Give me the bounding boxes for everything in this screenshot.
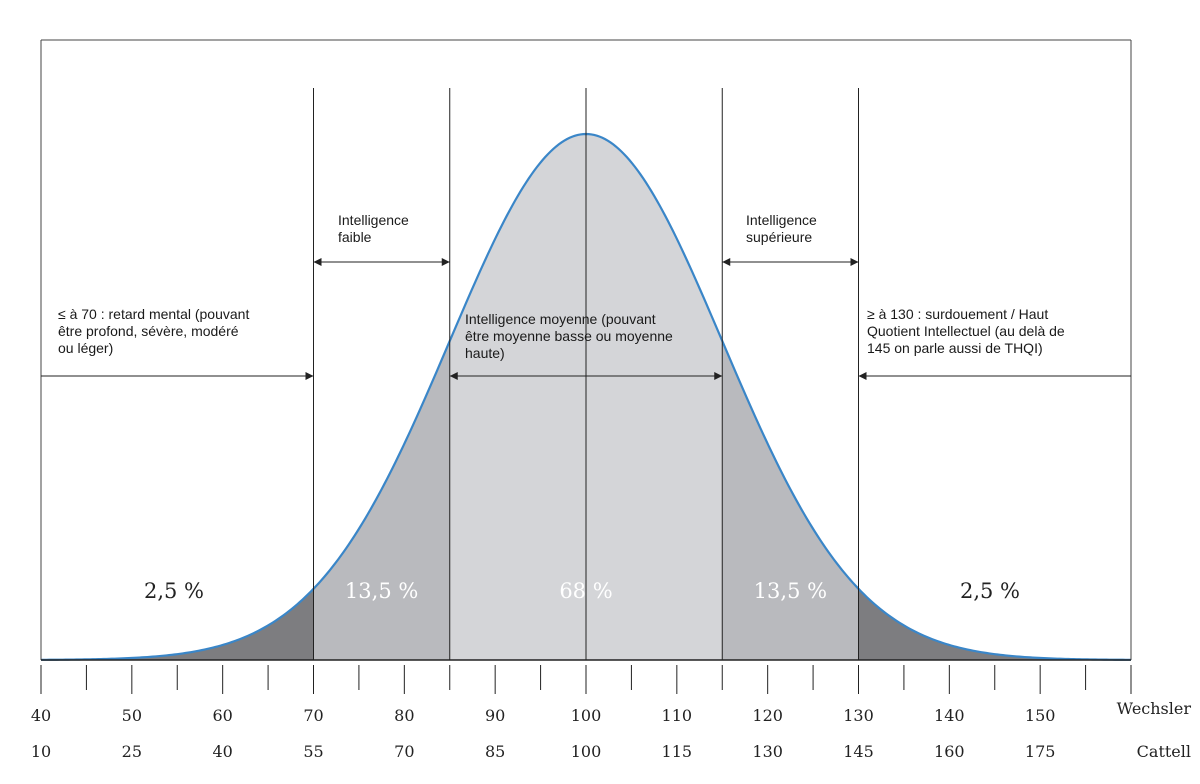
axis-name-cattell: Cattell — [1137, 742, 1191, 761]
annotation-0-line-1: être profond, sévère, modéré — [58, 323, 239, 339]
annotation-2-line-2: haute) — [465, 345, 505, 361]
tick-label-wechsler-60: 60 — [212, 706, 232, 725]
axis-layer: 40 50 60 70 80 90 100 110 120 130 140 150 Wechsler 10… — [31, 665, 1192, 761]
tick-label-cattell-10: 10 — [31, 742, 51, 761]
percent-label-4: 2,5 % — [960, 579, 1020, 603]
annotation-2-line-0: Intelligence moyenne (pouvant — [465, 311, 656, 327]
tick-label-cattell-85: 85 — [485, 742, 505, 761]
tick-label-wechsler-150: 150 — [1025, 706, 1056, 725]
axis-name-wechsler: Wechsler — [1117, 699, 1192, 718]
tick-label-wechsler-130: 130 — [843, 706, 874, 725]
tick-label-wechsler-140: 140 — [934, 706, 965, 725]
tick-label-cattell-55: 55 — [303, 742, 323, 761]
tick-label-cattell-70: 70 — [394, 742, 414, 761]
percent-label-0: 2,5 % — [144, 579, 204, 603]
percent-label-2: 68 % — [559, 579, 612, 603]
annotation-1-line-1: faible — [338, 229, 372, 245]
region-fill-0 — [41, 588, 314, 660]
tick-label-cattell-100: 100 — [571, 742, 602, 761]
annotation-1-line-0: Intelligence — [338, 212, 409, 228]
tick-label-cattell-25: 25 — [122, 742, 142, 761]
annotation-0-line-0: ≤ à 70 : retard mental (pouvant — [58, 306, 249, 322]
annotation-0-line-2: ou léger) — [58, 340, 113, 356]
annotation-4-line-2: 145 on parle aussi de THQI) — [867, 340, 1043, 356]
annotation-3: Intelligence supérieure — [746, 212, 817, 245]
annotation-4-line-1: Quotient Intellectuel (au delà de — [867, 323, 1065, 339]
arrow-surdouement-head-left — [858, 372, 867, 380]
tick-label-cattell-130: 130 — [752, 742, 783, 761]
arrow-moyenne-head-left — [449, 372, 458, 380]
annotation-4-line-0: ≥ à 130 : surdouement / Haut — [867, 306, 1048, 322]
percent-label-3: 13,5 % — [754, 579, 827, 603]
tick-label-wechsler-110: 110 — [662, 706, 693, 725]
annotation-1: Intelligence faible — [338, 212, 409, 245]
annotation-2: Intelligence moyenne (pouvant être moyenn… — [465, 311, 673, 361]
arrow-superieure-head-right — [850, 258, 859, 266]
tick-label-wechsler-80: 80 — [394, 706, 414, 725]
annotation-4: ≥ à 130 : surdouement / Haut Quotient Int… — [867, 306, 1065, 356]
annotations-layer: ≤ à 70 : retard mental (pouvant être prof… — [58, 212, 1065, 603]
tick-label-wechsler-70: 70 — [303, 706, 323, 725]
annotation-3-line-1: supérieure — [746, 229, 812, 245]
tick-label-cattell-145: 145 — [843, 742, 874, 761]
percent-label-1: 13,5 % — [345, 579, 418, 603]
arrow-retard-head-right — [305, 372, 314, 380]
arrow-faible-head-left — [313, 258, 322, 266]
tick-label-cattell-115: 115 — [662, 742, 693, 761]
tick-label-cattell-160: 160 — [934, 742, 965, 761]
arrow-superieure-head-left — [722, 258, 731, 266]
arrow-faible-head-right — [441, 258, 450, 266]
tick-label-wechsler-40: 40 — [31, 706, 51, 725]
arrow-moyenne-head-right — [714, 372, 723, 380]
annotation-3-line-0: Intelligence — [746, 212, 817, 228]
annotation-2-line-1: être moyenne basse ou moyenne — [465, 328, 673, 344]
region-fill-4 — [858, 588, 1131, 660]
tick-label-wechsler-120: 120 — [752, 706, 783, 725]
frame-layer — [40, 39, 1132, 661]
annotation-0: ≤ à 70 : retard mental (pouvant être prof… — [58, 306, 249, 356]
tick-label-cattell-40: 40 — [212, 742, 232, 761]
tick-label-wechsler-90: 90 — [485, 706, 505, 725]
tick-label-cattell-175: 175 — [1025, 742, 1056, 761]
tick-label-wechsler-100: 100 — [571, 706, 602, 725]
tick-label-wechsler-50: 50 — [122, 706, 142, 725]
